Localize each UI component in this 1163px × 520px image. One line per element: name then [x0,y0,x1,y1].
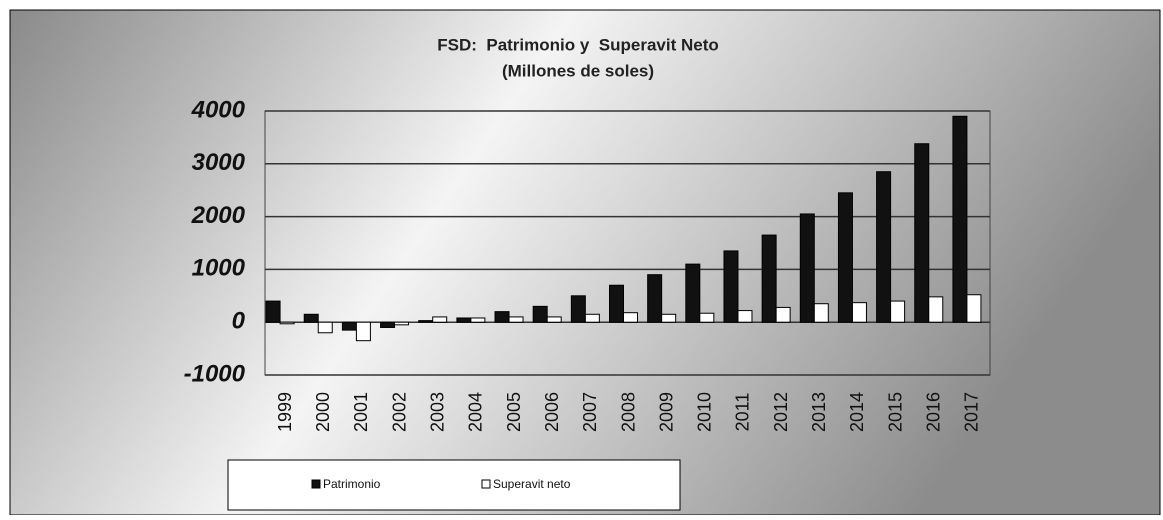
bar [532,305,548,323]
x-tick-label: 2015 [885,392,905,432]
y-tick-label: 3000 [192,149,246,176]
legend-box [227,459,681,511]
x-tick-label: 2014 [847,392,867,432]
chart-subtitle: (Millones de soles) [502,61,654,80]
bar [723,250,739,323]
x-tick-label: 2008 [618,392,638,432]
bar [928,296,944,323]
x-tick-label: 2006 [542,392,562,432]
chart-title: FSD: Patrimonio y Superavit Neto [437,35,719,54]
bar [265,300,281,323]
bar [799,213,815,323]
bar [876,171,892,323]
legend-swatch [481,479,491,489]
x-tick-label: 2010 [695,392,715,432]
x-tick-label: 2013 [809,392,829,432]
x-tick-label: 2012 [771,392,791,432]
x-tick-label: 2005 [504,392,524,432]
bar [914,143,930,323]
bar [851,302,867,323]
y-tick-label: 4000 [191,96,246,123]
bar [813,303,829,323]
x-tick-label: 2011 [733,393,753,432]
chart-background [9,9,1161,516]
x-tick-label: 2007 [580,392,600,432]
bar [584,313,600,323]
bar [623,312,638,323]
bar [952,115,968,323]
bar [394,321,410,326]
legend-label: Superavit neto [493,477,571,491]
bar [341,321,357,331]
bar [699,312,715,323]
bar [737,310,753,323]
x-tick-label: 2002 [389,392,409,432]
bar [647,274,663,323]
bar [837,192,853,323]
x-tick-label: 1999 [275,392,295,432]
bar [775,306,791,323]
x-tick-label: 2016 [924,392,944,432]
y-tick-label: 0 [232,308,246,335]
legend-label: Patrimonio [323,477,381,491]
x-tick-label: 2000 [313,392,333,432]
bar [418,320,434,323]
bar [494,311,510,323]
bar [661,313,677,323]
y-tick-label: -1000 [184,360,246,387]
bar [508,316,524,323]
bar [432,316,448,323]
bar [609,284,624,323]
legend-swatch [311,479,321,489]
y-tick-label: 1000 [192,255,246,282]
y-tick-label: 2000 [191,202,246,229]
bar [470,317,486,323]
x-tick-label: 2017 [962,392,982,432]
bar [303,313,319,323]
bar [890,300,906,323]
x-tick-label: 2004 [466,392,486,432]
bar [456,317,472,323]
bar [355,321,371,342]
bar [380,321,396,328]
bar [570,295,586,323]
bar [279,321,295,325]
x-tick-label: 2001 [351,392,371,432]
bar [317,321,333,334]
bar [966,294,982,323]
bar [685,263,701,323]
x-tick-label: 2009 [656,392,676,432]
bar [761,234,777,323]
bar [546,316,562,323]
x-tick-label: 2003 [427,392,447,432]
